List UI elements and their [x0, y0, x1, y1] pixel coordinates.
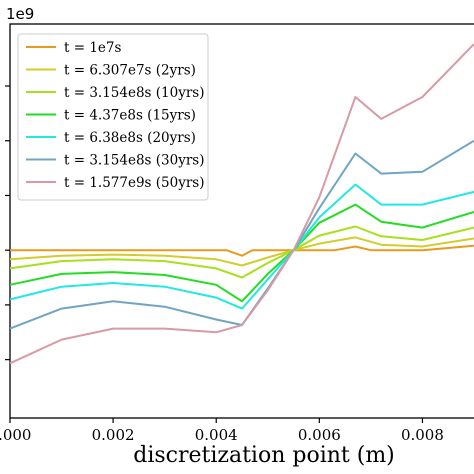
- x-tick-label-4: 0.008: [401, 426, 444, 444]
- plot-frame: [9, 23, 474, 419]
- legend-label-0: t = 1e7s: [64, 40, 121, 56]
- series-lines: [9, 43, 474, 365]
- x-tick-label-0: 0.000: [0, 426, 31, 444]
- legend-label-6: t = 1.577e9s (50yrs): [64, 175, 204, 191]
- x-tick-label-3: 0.006: [298, 426, 341, 444]
- x-tick-label-1: 0.002: [92, 426, 135, 444]
- series-line-1: [9, 236, 474, 267]
- legend-label-3: t = 4.37e8s (15yrs): [64, 108, 196, 124]
- legend-label-1: t = 6.307e7s (2yrs): [64, 63, 196, 79]
- legend-label-4: t = 6.38e8s (20yrs): [64, 130, 196, 146]
- series-line-6: [9, 43, 474, 365]
- y-offset-label: 1e9: [6, 5, 34, 23]
- legend: t = 1e7s t = 6.307e7s (2yrs) t = 3.154e8s …: [17, 33, 209, 201]
- series-line-3: [9, 203, 474, 303]
- legend-label-5: t = 3.154e8s (30yrs): [64, 153, 204, 169]
- legend-frame: [17, 33, 209, 201]
- legend-entries: t = 1e7s t = 6.307e7s (2yrs) t = 3.154e8s …: [26, 40, 204, 191]
- legend-label-2: t = 3.154e8s (10yrs): [64, 85, 204, 101]
- series-line-2: [9, 225, 474, 279]
- series-line-0: [10, 244, 474, 257]
- y-axis-ticks: [5, 85, 10, 361]
- x-tick-label-2: 0.004: [195, 426, 238, 444]
- x-axis-ticks: 0.000 0.002 0.004 0.006 0.008: [0, 418, 444, 444]
- x-axis-title: discretization point (m): [133, 443, 395, 468]
- series-line-4: [9, 183, 474, 310]
